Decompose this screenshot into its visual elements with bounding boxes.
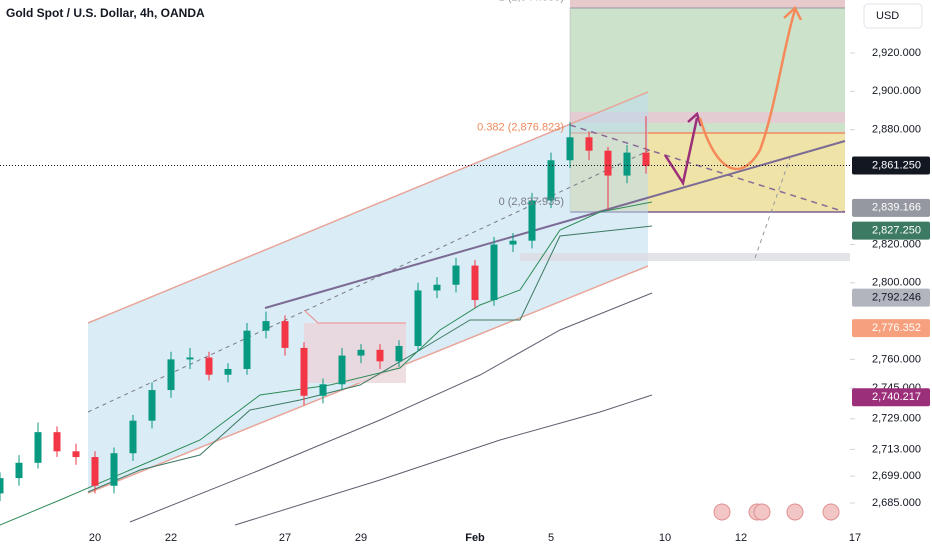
channel-line xyxy=(87,91,649,324)
candle-body xyxy=(262,321,270,331)
candle-body xyxy=(471,265,479,301)
arrow-head xyxy=(687,111,703,127)
candle-body xyxy=(604,150,612,176)
y-tick-label: 2,685.000 xyxy=(872,497,921,509)
y-tick-label: 2,760.000 xyxy=(872,353,921,365)
candle-body xyxy=(148,390,156,421)
dashed-line xyxy=(754,157,791,259)
price-tag-label: 2,740.217 xyxy=(872,391,921,403)
candle-body xyxy=(243,330,251,369)
candle-body xyxy=(338,355,346,385)
y-tick-label: 2,699.000 xyxy=(872,470,921,482)
y-tick-label: 2,900.000 xyxy=(872,85,921,97)
candle-body xyxy=(91,457,99,486)
price-axis xyxy=(850,0,932,530)
candle-body xyxy=(547,160,555,201)
moving-average xyxy=(234,394,653,526)
candle-body xyxy=(490,244,498,301)
candle-body xyxy=(623,152,631,176)
currency-button[interactable] xyxy=(863,3,923,29)
candle-body xyxy=(205,357,213,375)
candle-body xyxy=(110,453,118,486)
fib-label: 0.382 (2,876.823) xyxy=(477,122,564,134)
price-tag-label: 2,861.250 xyxy=(872,159,921,171)
indicator xyxy=(87,225,653,493)
candle-body xyxy=(509,240,517,245)
candle-body xyxy=(72,451,80,458)
price-tag xyxy=(852,198,930,217)
line xyxy=(303,309,406,324)
x-tick-label: 29 xyxy=(355,532,367,544)
currency: USD xyxy=(876,10,899,22)
arrow xyxy=(663,117,699,187)
candle-body xyxy=(0,478,4,494)
arrow-head xyxy=(783,5,803,21)
x-tick-label: 12 xyxy=(735,532,747,544)
indicator xyxy=(0,201,653,526)
candle-body xyxy=(281,321,289,348)
price-tag-label: 2,776.352 xyxy=(872,322,921,334)
arrow xyxy=(698,9,797,171)
moving-average xyxy=(129,292,653,523)
candle-body xyxy=(319,384,327,396)
price-tag xyxy=(852,221,930,240)
y-tick-label: 2,820.000 xyxy=(872,238,921,250)
box xyxy=(304,323,406,383)
y-tick-label: 2,713.000 xyxy=(872,443,921,455)
candle-body xyxy=(224,368,232,375)
fib-label: 0 (2,837.935) xyxy=(499,196,564,208)
candle-body xyxy=(167,359,175,391)
y-tick-label: 2,920.000 xyxy=(872,47,921,59)
fib-label: 1 (2,944.833) xyxy=(499,0,564,3)
stop-zone xyxy=(570,0,845,8)
chart-title: Gold Spot / U.S. Dollar, 4h, OANDA xyxy=(6,6,205,20)
candle-body xyxy=(357,349,365,356)
x-tick-label: 17 xyxy=(849,532,861,544)
band xyxy=(570,112,845,123)
candle-body xyxy=(186,357,194,360)
band xyxy=(520,253,850,261)
x-tick-label: 20 xyxy=(89,532,101,544)
x-tick-label: 27 xyxy=(279,532,291,544)
candle-body xyxy=(376,349,384,362)
price-tag xyxy=(852,288,930,307)
candle-body xyxy=(452,265,460,285)
price-tag xyxy=(852,319,930,338)
candle-body xyxy=(433,284,441,291)
x-tick-label: Feb xyxy=(465,532,485,544)
candle-body xyxy=(414,290,422,346)
candle-body xyxy=(395,345,403,362)
events xyxy=(713,503,840,521)
price-tag xyxy=(852,388,930,407)
x-tick-label: 5 xyxy=(548,532,554,544)
price-tag-label: 2,792.246 xyxy=(872,292,921,304)
x-tick-label: 22 xyxy=(165,532,177,544)
candle-body xyxy=(129,420,137,454)
candle-body xyxy=(34,432,42,463)
x-tick-label: 10 xyxy=(659,532,671,544)
y-tick-label: 2,729.000 xyxy=(872,413,921,425)
candle-body xyxy=(300,347,308,396)
dashed-line xyxy=(569,124,846,213)
trendline xyxy=(264,140,846,309)
channel xyxy=(88,92,648,493)
candle-body xyxy=(528,200,536,241)
candle-body xyxy=(15,462,23,479)
candle-body xyxy=(566,137,574,161)
y-tick-label: 2,880.000 xyxy=(872,124,921,136)
candle-body xyxy=(53,432,61,452)
candle-body xyxy=(585,137,593,151)
price-tag-label: 2,827.250 xyxy=(872,225,921,237)
candle-body xyxy=(642,152,650,167)
price-tag-label: 2,839.166 xyxy=(872,202,921,214)
price-tag xyxy=(852,156,930,175)
y-tick-label: 2,800.000 xyxy=(872,277,921,289)
